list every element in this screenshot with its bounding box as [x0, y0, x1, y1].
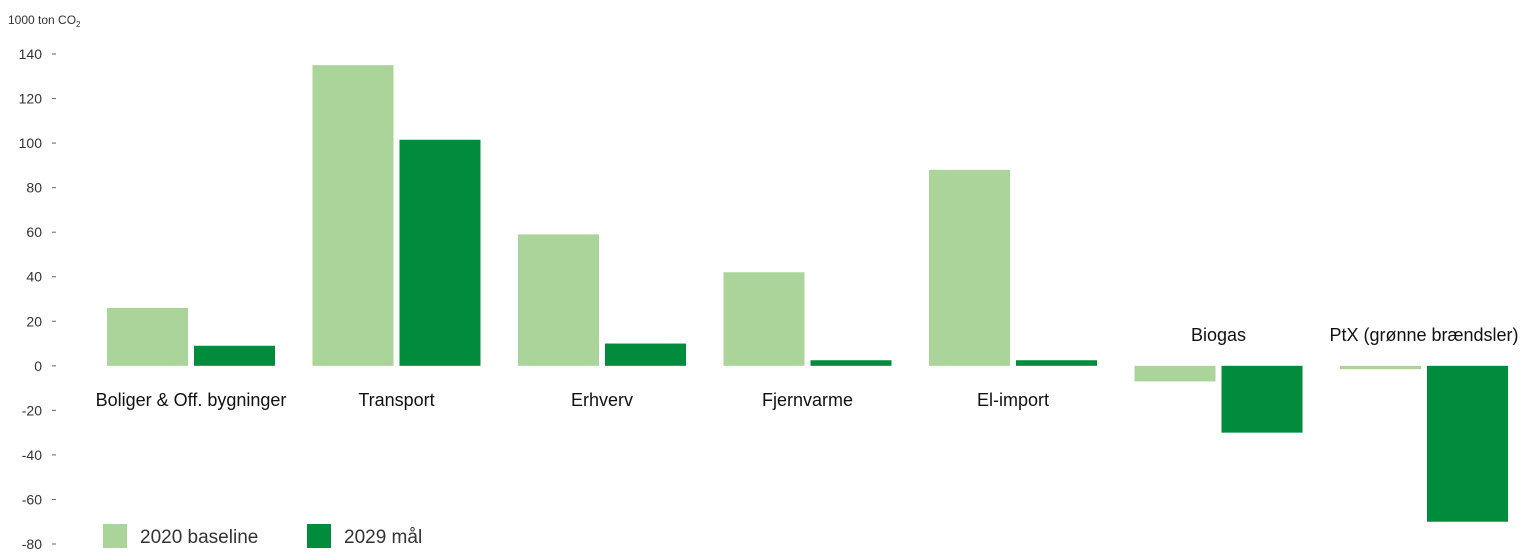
- legend-swatch: [103, 524, 127, 548]
- bar: [518, 234, 599, 366]
- bar: [605, 343, 686, 366]
- legend: 2020 baseline 2029 mål: [103, 524, 422, 548]
- category-label: Biogas: [1191, 325, 1246, 345]
- y-tick-label: 60: [26, 224, 42, 240]
- y-axis-label: 1000 ton CO2: [8, 13, 81, 29]
- bar: [399, 139, 481, 366]
- bar: [1427, 365, 1508, 522]
- bar: [107, 307, 188, 366]
- y-tick-label: 100: [19, 135, 43, 151]
- y-axis-label-subscript: 2: [76, 20, 81, 29]
- category-label: Boliger & Off. bygninger: [96, 390, 287, 410]
- y-tick-label: 40: [26, 269, 42, 285]
- y-tick-label: -40: [22, 447, 42, 463]
- y-tick-label: -60: [22, 491, 42, 507]
- category-labels: Boliger & Off. bygninger Transport Erhverv…: [96, 325, 1519, 410]
- category-label: Transport: [358, 390, 434, 410]
- category-label: Erhverv: [571, 390, 633, 410]
- bar: [1134, 365, 1216, 382]
- y-axis: 140 120 100 80 60 40 20 0 -20 -40 -60 -80: [19, 46, 56, 552]
- legend-label: 2029 mål: [344, 527, 422, 548]
- y-tick-label: 140: [19, 46, 43, 62]
- bar: [1016, 360, 1097, 366]
- bar: [1221, 365, 1303, 433]
- bar: [1340, 365, 1421, 370]
- legend-label: 2020 baseline: [140, 527, 258, 548]
- legend-swatch: [307, 524, 331, 548]
- bar: [312, 65, 394, 366]
- y-tick-label: 80: [26, 180, 42, 196]
- y-tick-label: -20: [22, 402, 42, 418]
- bar: [810, 360, 892, 366]
- category-label: El-import: [977, 390, 1049, 410]
- y-tick-label: 0: [34, 358, 42, 374]
- y-tick-label: 20: [26, 313, 42, 329]
- bars: [107, 65, 1508, 522]
- y-axis-label-main: 1000 ton CO: [8, 13, 76, 27]
- y-tick-label: 120: [19, 91, 43, 107]
- y-tick-label: -80: [22, 536, 42, 552]
- category-label: Fjernvarme: [762, 390, 853, 410]
- bar: [194, 345, 275, 366]
- bar: [929, 169, 1010, 366]
- category-label: PtX (grønne brændsler): [1329, 325, 1518, 345]
- bar: [723, 272, 805, 366]
